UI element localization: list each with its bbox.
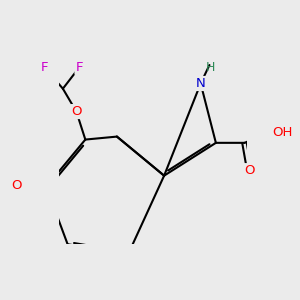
Text: O: O xyxy=(71,105,82,118)
Text: F: F xyxy=(76,61,83,74)
Text: O: O xyxy=(12,179,22,192)
Text: O: O xyxy=(244,164,255,177)
Text: N: N xyxy=(196,77,206,90)
Text: H: H xyxy=(206,61,215,74)
Text: OH: OH xyxy=(272,126,292,139)
Text: F: F xyxy=(41,61,48,74)
